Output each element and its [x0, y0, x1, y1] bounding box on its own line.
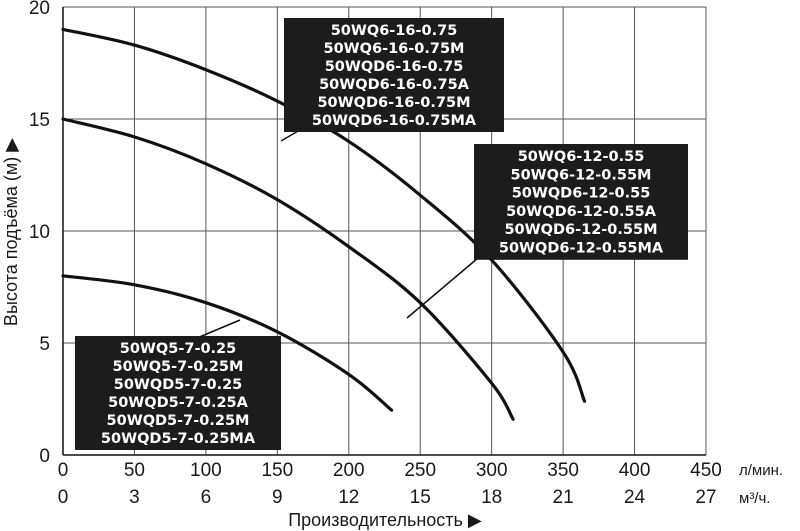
series-label-text: 50WQD5-7-0.25MA [101, 431, 256, 447]
x-tick-label-m3h: 27 [695, 487, 716, 508]
x-tick-label-lpm: 450 [690, 460, 722, 481]
series-label-text: 50WQD6-12-0.55 [512, 186, 651, 202]
series-label-text: 50WQ5-7-0.25 [120, 341, 237, 357]
x-tick-label-lpm: 0 [58, 460, 69, 481]
series-label-box [474, 144, 688, 260]
series-label-text: 50WQD6-16-0.75 [325, 59, 464, 75]
series-curve [61, 274, 394, 412]
x-tick-label-m3h: 0 [58, 487, 69, 508]
x-tick-label-lpm: 50 [124, 460, 145, 481]
x-tick-label-m3h: 3 [129, 487, 140, 508]
curves [61, 27, 587, 421]
series-label-text: 50WQ6-16-0.75 [331, 23, 458, 39]
x-unit-secondary: м³/ч. [739, 490, 770, 507]
series-label-text: 50WQD6-16-0.75MA [312, 113, 477, 129]
y-axis-title: Высота подъёма (м) ▶ [1, 138, 21, 326]
series-curve [61, 27, 587, 403]
x-tick-label-lpm: 100 [190, 460, 222, 481]
x-tick-label-lpm: 300 [476, 460, 508, 481]
y-tick-label: 20 [29, 0, 50, 19]
series-label-text: 50WQD6-16-0.75A [319, 77, 470, 93]
x-tick-label-lpm: 200 [333, 460, 365, 481]
series-label-text: 50WQD5-7-0.25M [107, 413, 250, 429]
x-axis-title: Производительность ▶ [288, 510, 482, 530]
x-tick-label-lpm: 400 [619, 460, 651, 481]
x-tick-label-m3h: 6 [201, 487, 212, 508]
x-tick-label-m3h: 24 [624, 487, 646, 508]
x-tick-label-m3h: 9 [272, 487, 283, 508]
series-label-text: 50WQD6-12-0.55MA [499, 241, 664, 257]
x-tick-label-m3h: 15 [410, 487, 431, 508]
series-label-text: 50WQD6-12-0.55M [504, 222, 657, 238]
x-tick-label-lpm: 350 [547, 460, 579, 481]
axes [62, 7, 706, 456]
series-label-text: 50WQD5-7-0.25A [108, 395, 249, 411]
series-labels: 50WQ6-16-0.75 50WQ6-16-0.75M 50WQD6-16-0.7… [75, 18, 688, 450]
leader-line [406, 257, 479, 319]
series-label-text: 50WQ6-16-0.75M [323, 41, 464, 57]
series-label-box [284, 18, 504, 132]
series-label-text: 50WQ5-7-0.25M [113, 359, 244, 375]
x-tick-label-lpm: 150 [261, 460, 293, 481]
y-tick-label: 10 [29, 222, 50, 243]
y-tick-label: 0 [39, 446, 50, 467]
y-tick-label: 15 [29, 110, 50, 131]
series-label-text: 50WQ6-12-0.55M [510, 167, 651, 183]
x-tick-label-m3h: 21 [553, 487, 574, 508]
x-unit-primary: л/мин. [739, 462, 783, 479]
series-label-text: 50WQD6-12-0.55A [506, 204, 657, 220]
series-label-text: 50WQD5-7-0.25 [114, 377, 243, 393]
y-tick-label: 5 [39, 334, 50, 355]
x-tick-label-m3h: 18 [481, 487, 502, 508]
series-label-text: 50WQ6-12-0.55 [518, 149, 645, 165]
series-label-box [75, 336, 281, 450]
x-tick-label-lpm: 250 [404, 460, 436, 481]
x-tick-label-m3h: 12 [338, 487, 359, 508]
series-curve [61, 117, 515, 421]
series-label-text: 50WQD6-16-0.75M [317, 95, 470, 111]
